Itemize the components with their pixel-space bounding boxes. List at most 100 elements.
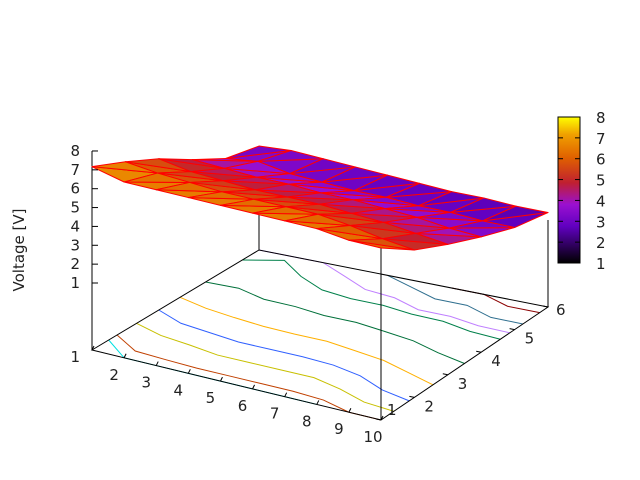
surface-facet [285, 203, 352, 214]
surface-facet [158, 158, 225, 169]
x-tick-label: 8 [302, 412, 312, 430]
surface-facet [288, 181, 355, 192]
surface-facet [416, 211, 483, 222]
y-tick-label: 4 [491, 352, 501, 370]
colorbar [557, 116, 581, 264]
surface-facet [415, 227, 482, 238]
x-tick-mark [91, 345, 95, 351]
contour-line [451, 287, 540, 314]
z-tick-label: 7 [70, 161, 80, 179]
colorbar-tick-label: 7 [596, 130, 606, 148]
colorbar-tick-label: 4 [596, 192, 606, 210]
y-tick-label: 6 [556, 301, 566, 319]
surface-facet [157, 171, 224, 182]
colorbar-tick-label: 3 [596, 213, 606, 231]
surface-facet [190, 167, 257, 178]
surface-facet [219, 198, 287, 208]
x-tick-mark [284, 392, 288, 397]
x-tick-mark [219, 376, 223, 382]
surface-facet [257, 149, 324, 162]
colorbar-tick-label: 8 [596, 109, 606, 127]
x-tick-mark [252, 384, 256, 390]
y-tick-label: 5 [525, 330, 535, 348]
z-axis-label: Voltage [V] [10, 209, 28, 292]
z-tick-label: 2 [70, 255, 80, 273]
surface-facet [316, 225, 383, 240]
x-tick-label: 3 [141, 374, 151, 392]
x-tick-label: 7 [270, 405, 280, 423]
colorbar-tick-label: 2 [596, 234, 606, 252]
x-tick-label: 9 [334, 420, 344, 438]
surface-facet [252, 206, 319, 215]
x-tick-label: 4 [174, 381, 184, 399]
x-tick-label: 6 [238, 397, 248, 415]
x-tick-mark [155, 361, 159, 366]
y-tick-mark [509, 328, 515, 331]
x-tick-mark [187, 369, 191, 374]
contour-line [136, 322, 394, 412]
surface-facet [321, 166, 388, 183]
x-tick-mark [123, 353, 127, 359]
y-tick-label: 3 [458, 375, 468, 393]
y-tick-mark [542, 305, 549, 308]
y-tick-label: 2 [424, 397, 434, 415]
x-tick-label: 2 [109, 366, 119, 384]
contour-line [387, 274, 524, 325]
surface-facet [254, 183, 322, 194]
surface-facet [255, 173, 323, 183]
contour-line [158, 309, 410, 402]
surface-facet [223, 160, 291, 175]
contour-line [205, 281, 465, 364]
contour-line [179, 296, 434, 386]
contour-line [258, 249, 510, 334]
x-tick-label: 1 [70, 348, 80, 366]
surface-facet [384, 205, 451, 213]
z-tick-label: 6 [70, 180, 80, 198]
surface-facet [353, 174, 421, 192]
x-tick-label: 5 [206, 389, 216, 407]
surface-facet [385, 182, 453, 198]
x-tick-label: 10 [363, 428, 382, 446]
colorbar-ticks: 1 2 3 4 5 6 7 8 [558, 109, 606, 273]
surface-facet [253, 196, 320, 205]
y-tick-mark [409, 395, 415, 398]
surface-facet [123, 172, 191, 183]
contour-line [242, 259, 501, 340]
surface-facet [222, 176, 290, 185]
surface-facet [289, 158, 356, 175]
surface-mesh [91, 145, 549, 251]
surface-facet [417, 191, 485, 207]
y-tick-mark [442, 373, 448, 376]
colorbar-tick-label: 6 [596, 151, 606, 169]
surface-facet [187, 191, 255, 200]
z-tick-label: 3 [70, 236, 80, 254]
surface-facet [284, 213, 351, 227]
x-tick-mark [348, 407, 352, 413]
surface-facet [350, 208, 418, 218]
surface-facet [381, 232, 449, 245]
surface-facet [349, 221, 417, 234]
surface-facet [191, 157, 259, 162]
colorbar-tick-label: 1 [596, 255, 606, 273]
x-tick-mark [380, 415, 384, 421]
surface-facet [221, 189, 288, 198]
surface-facet [320, 190, 387, 198]
x-tick-mark [316, 400, 320, 405]
contour-line [116, 334, 382, 421]
surface-facet [225, 145, 292, 159]
surface-facet [383, 216, 450, 229]
surface-facet [348, 238, 415, 251]
y-tick-mark [476, 350, 482, 353]
surface-facet [91, 161, 159, 174]
surface-facet [481, 205, 549, 222]
y-tick-mark [375, 418, 382, 421]
surface-facet [155, 181, 223, 193]
surface-facet [318, 199, 386, 210]
z-tick-label: 8 [70, 142, 80, 160]
y-tick-label: 1 [387, 401, 397, 419]
surface-facet [286, 192, 354, 201]
surface-facet [448, 220, 516, 229]
